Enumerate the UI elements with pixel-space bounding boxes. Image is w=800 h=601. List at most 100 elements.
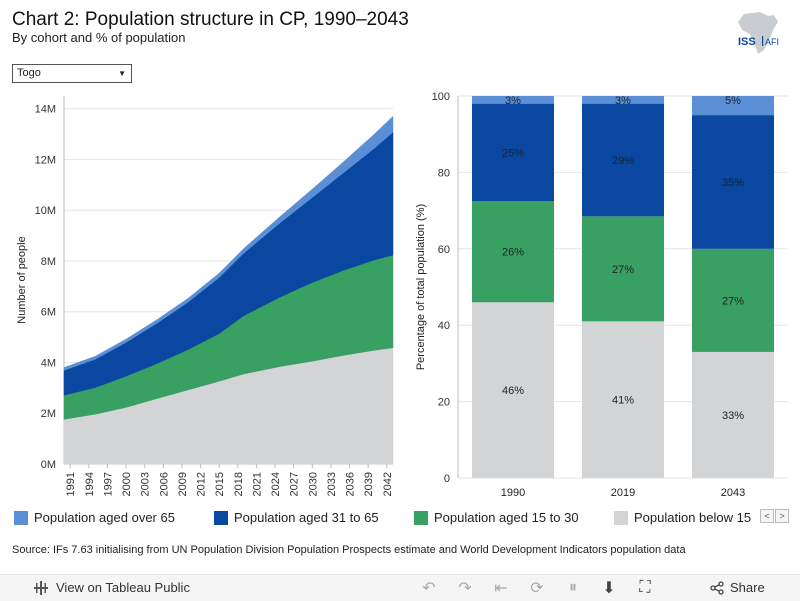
x-tick-label: 2036 bbox=[345, 472, 357, 496]
legend-item[interactable]: Population aged 31 to 65 bbox=[214, 510, 379, 525]
bar-data-label: 33% bbox=[722, 410, 744, 422]
bar-segment-over65 bbox=[692, 96, 774, 116]
legend-item[interactable]: Population below 15 bbox=[614, 510, 751, 525]
bar-segment-over65 bbox=[472, 96, 554, 104]
undo-icon[interactable]: ↶ bbox=[422, 580, 436, 597]
x-tick-label: 2027 bbox=[289, 472, 301, 496]
legend-label: Population aged over 65 bbox=[34, 510, 175, 525]
legend-label: Population aged 15 to 30 bbox=[434, 510, 579, 525]
chart-title: Chart 2: Population structure in CP, 199… bbox=[12, 9, 409, 30]
tableau-logo-icon bbox=[34, 580, 48, 595]
x-tick-label: 2012 bbox=[196, 472, 208, 496]
bar-segment-below15 bbox=[472, 302, 554, 478]
iss-afi-logo: ISS AFI bbox=[738, 12, 779, 54]
x-tick-label: 1990 bbox=[501, 487, 525, 499]
africa-map-shape bbox=[738, 12, 778, 54]
revert-icon[interactable]: ⇤ bbox=[494, 580, 508, 597]
area-series-over65 bbox=[63, 115, 394, 371]
legend-swatch bbox=[414, 510, 428, 525]
bar-chart: 0 20 40 60 80 100 46% 26% 25% 3% 1990 41% 27% 29% 3% 20… bbox=[415, 91, 788, 499]
y-tick-label: 14M bbox=[35, 104, 56, 116]
bar-segment-age15to30 bbox=[472, 201, 554, 303]
share-icon bbox=[710, 580, 724, 595]
legend-prev-button[interactable]: < bbox=[760, 509, 774, 523]
bar-segment-below15 bbox=[692, 351, 774, 478]
bar-data-label: 5% bbox=[725, 95, 741, 107]
legend-next-button[interactable]: > bbox=[775, 509, 789, 523]
bar-data-label: 3% bbox=[505, 95, 521, 107]
y-tick-label: 60 bbox=[438, 244, 450, 256]
x-tick-label: 1994 bbox=[84, 472, 96, 496]
legend-swatch bbox=[214, 510, 228, 525]
tableau-toolbar: View on Tableau Public ↶ ↷ ⇤ ⟳ ⏸ ⬇ ⛶ Sha… bbox=[0, 574, 800, 601]
bar-segment-age15to30 bbox=[692, 248, 774, 352]
download-icon[interactable]: ⬇ bbox=[602, 580, 616, 597]
population-charts: 0M 2M 4M 6M 8M 10M 12M 14M 1991 1994 1997 2000 2003 2… bbox=[16, 91, 788, 499]
y-tick-label: 0 bbox=[444, 473, 450, 485]
bar-data-label: 41% bbox=[612, 395, 634, 407]
chart-subtitle: By cohort and % of population bbox=[12, 30, 186, 45]
bar-segment-over65 bbox=[582, 96, 664, 104]
legend-item[interactable]: Population aged over 65 bbox=[14, 510, 175, 525]
refresh-icon[interactable]: ⟳ bbox=[530, 580, 544, 597]
legend-label: Population below 15 bbox=[634, 510, 752, 525]
share-label: Share bbox=[730, 580, 765, 595]
y-tick-label: 100 bbox=[432, 91, 450, 103]
bar-segment-age15to30 bbox=[582, 216, 664, 322]
bar-data-label: 3% bbox=[615, 95, 631, 107]
x-tick-label: 2039 bbox=[363, 472, 375, 496]
x-tick-label: 2030 bbox=[307, 472, 319, 496]
x-tick-label: 2043 bbox=[721, 487, 745, 499]
country-dropdown-value: Togo bbox=[17, 67, 41, 79]
bar-data-label: 35% bbox=[722, 177, 744, 189]
caret-down-icon: ▼ bbox=[118, 69, 126, 78]
y-tick-label: 12M bbox=[35, 154, 56, 166]
bar-data-label: 25% bbox=[502, 147, 524, 159]
x-tick-label: 2033 bbox=[326, 472, 338, 496]
bar-data-label: 46% bbox=[502, 385, 524, 397]
country-dropdown[interactable]: Togo ▼ bbox=[12, 64, 132, 83]
x-tick-label: 2015 bbox=[214, 472, 226, 496]
x-tick-label: 2009 bbox=[177, 472, 189, 496]
fullscreen-icon[interactable]: ⛶ bbox=[639, 579, 651, 596]
svg-text:AFI: AFI bbox=[765, 37, 779, 47]
area-chart: 0M 2M 4M 6M 8M 10M 12M 14M 1991 1994 1997 2000 2003 2… bbox=[16, 96, 394, 496]
source-note: Source: IFs 7.63 initialising from UN Po… bbox=[12, 544, 686, 556]
x-tick-label: 2024 bbox=[270, 472, 282, 496]
x-tick-label: 1997 bbox=[102, 472, 114, 496]
legend-swatch bbox=[14, 510, 28, 525]
view-on-tableau-label: View on Tableau Public bbox=[56, 580, 190, 595]
y-tick-label: 4M bbox=[41, 357, 56, 369]
x-tick-label: 2021 bbox=[251, 472, 263, 496]
share-button[interactable]: Share bbox=[710, 580, 765, 595]
pause-icon[interactable]: ⏸ bbox=[568, 579, 577, 596]
y-tick-label: 8M bbox=[41, 256, 56, 268]
legend-item[interactable]: Population aged 15 to 30 bbox=[414, 510, 579, 525]
bar-data-label: 29% bbox=[612, 155, 634, 167]
bar-segment-below15 bbox=[582, 321, 664, 478]
bar-segment-age31to65 bbox=[692, 115, 774, 249]
y-tick-label: 80 bbox=[438, 167, 450, 179]
x-tick-label: 2018 bbox=[233, 472, 245, 496]
x-tick-label: 1991 bbox=[65, 472, 77, 496]
x-tick-label: 2042 bbox=[382, 472, 394, 496]
legend: Population aged over 65 Population aged 3… bbox=[14, 508, 760, 532]
bar-data-label: 26% bbox=[502, 247, 524, 259]
legend-swatch bbox=[614, 510, 628, 525]
svg-text:ISS: ISS bbox=[738, 36, 756, 48]
x-tick-label: 2019 bbox=[611, 487, 635, 499]
y-tick-label: 0M bbox=[41, 459, 56, 471]
legend-nav: < > bbox=[760, 509, 789, 523]
y-tick-label: 20 bbox=[438, 397, 450, 409]
view-on-tableau-button[interactable]: View on Tableau Public bbox=[34, 580, 190, 595]
x-tick-label: 2003 bbox=[140, 472, 152, 496]
y-axis-title: Number of people bbox=[16, 236, 28, 323]
y-axis-title: Percentage of total population (%) bbox=[415, 204, 427, 370]
bar-segment-age31to65 bbox=[472, 103, 554, 202]
bar-segment-age31to65 bbox=[582, 103, 664, 217]
x-tick-label: 2006 bbox=[158, 472, 170, 496]
y-tick-label: 40 bbox=[438, 320, 450, 332]
redo-icon[interactable]: ↷ bbox=[458, 580, 472, 597]
x-tick-label: 2000 bbox=[121, 472, 133, 496]
bar-data-label: 27% bbox=[612, 264, 634, 276]
